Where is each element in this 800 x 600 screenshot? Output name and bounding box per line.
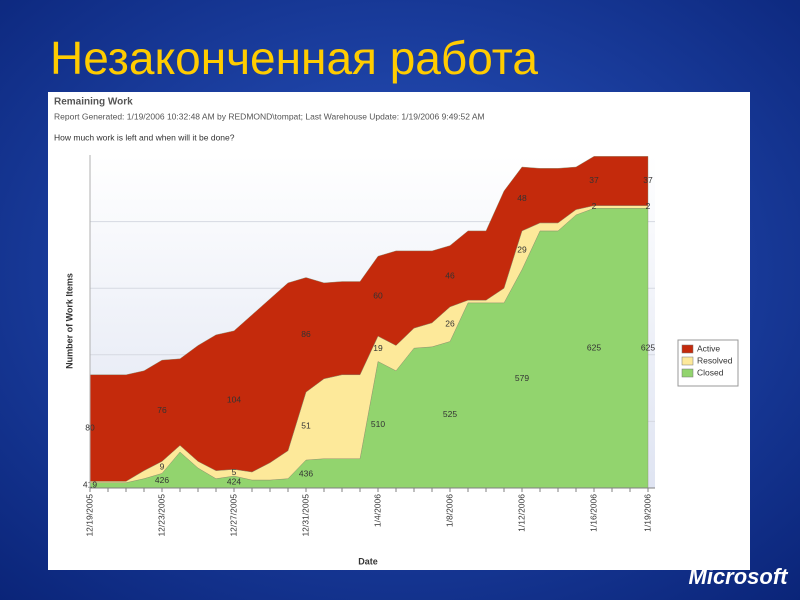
y-axis-label: Number of Work Items: [64, 273, 74, 369]
area-active: [89, 156, 649, 482]
x-tick-label: 1/8/2006: [444, 494, 454, 527]
logo: Microsoft: [689, 564, 790, 589]
data-label: 424: [227, 476, 241, 486]
data-label: 46: [445, 270, 455, 280]
legend: Active Resolved Closed: [681, 343, 733, 378]
data-label: 436: [299, 468, 313, 478]
x-tick-label: 1/19/2006: [642, 494, 652, 532]
data-label: 2: [646, 201, 651, 211]
legend-swatch: [681, 344, 694, 354]
x-tick-label: 12/27/2005: [228, 494, 238, 537]
legend-label: Closed: [697, 367, 724, 377]
data-label: 525: [443, 409, 457, 419]
report-title: Remaining Work: [54, 97, 133, 108]
legend-label: Active: [697, 343, 720, 353]
data-label: 426: [155, 475, 169, 485]
x-axis-label: Date: [358, 556, 378, 566]
data-label: 48: [517, 193, 527, 203]
data-label: 104: [227, 394, 241, 404]
report-info: Report Generated: 1/19/2006 10:32:48 AM …: [54, 111, 485, 121]
report-question: How much work is left and when will it b…: [54, 132, 235, 142]
x-tick-label: 1/4/2006: [372, 494, 382, 527]
data-label: 60: [373, 290, 383, 300]
x-tick-label: 1/12/2006: [516, 494, 526, 532]
data-label: 29: [517, 244, 527, 254]
slide-title: Незаконченная работа: [50, 32, 538, 84]
data-label: 5: [232, 467, 237, 477]
x-tick-label: 12/19/2005: [84, 494, 94, 537]
data-label: 26: [445, 318, 455, 328]
data-label: 86: [301, 329, 311, 339]
data-label: 2: [592, 201, 597, 211]
data-label: 9: [160, 462, 165, 472]
legend-swatch: [681, 356, 694, 366]
data-label: 579: [515, 373, 529, 383]
data-label: 51: [301, 420, 311, 430]
data-label: 37: [643, 175, 653, 185]
data-label: 510: [371, 419, 385, 429]
legend-label: Resolved: [697, 355, 733, 365]
data-label: 76: [157, 405, 167, 415]
x-tick-label: 1/16/2006: [588, 494, 598, 532]
legend-swatch: [681, 368, 694, 378]
x-tick-label: 12/23/2005: [156, 494, 166, 537]
data-label: 19: [373, 343, 383, 353]
data-label: 625: [641, 342, 655, 352]
x-tick-label: 12/31/2005: [300, 494, 310, 537]
data-label: 37: [589, 175, 599, 185]
data-label: 625: [587, 342, 601, 352]
